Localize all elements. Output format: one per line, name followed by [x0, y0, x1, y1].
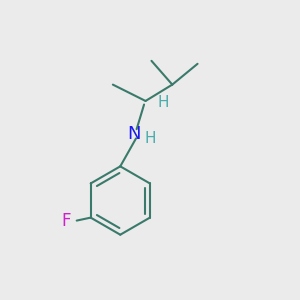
Text: N: N: [127, 125, 140, 143]
Text: F: F: [61, 212, 71, 230]
Text: H: H: [145, 130, 156, 146]
Text: H: H: [157, 95, 169, 110]
